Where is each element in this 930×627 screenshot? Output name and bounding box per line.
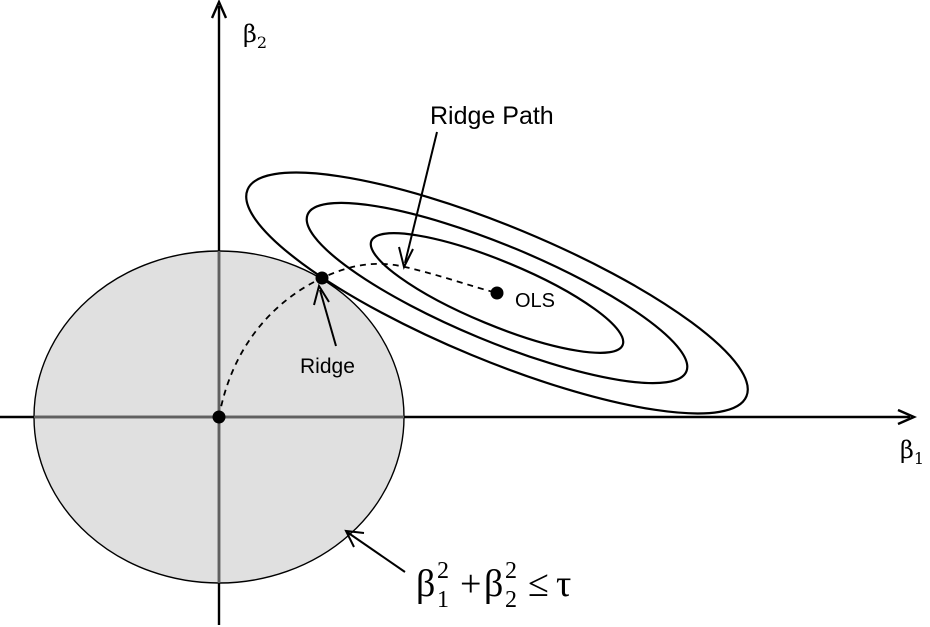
svg-text:τ: τ — [556, 563, 571, 605]
svg-text:≤: ≤ — [528, 563, 549, 605]
ridge-arrow — [313, 283, 337, 347]
y-axis-arrowhead — [210, 0, 228, 19]
constraint-formula: β 2 1 + β 2 2 ≤ τ — [416, 558, 571, 613]
y-axis-label: β2 — [243, 20, 267, 52]
ols-label: OLS — [515, 290, 555, 312]
constraint-arrow — [344, 529, 406, 573]
contour-inner — [369, 232, 625, 354]
ridge-label: Ridge — [300, 355, 355, 378]
svg-text:2: 2 — [437, 558, 449, 584]
ridge-path-arrow — [398, 131, 438, 270]
origin-point — [212, 410, 226, 424]
svg-text:+: + — [460, 563, 481, 605]
ridge-point — [315, 271, 329, 285]
x-axis-arrowhead — [897, 408, 917, 426]
x-axis-label: β1 — [900, 436, 924, 468]
svg-text:2: 2 — [505, 558, 517, 584]
contour-outer — [245, 171, 749, 415]
svg-text:1: 1 — [437, 587, 449, 613]
svg-text:β: β — [484, 563, 503, 605]
ridge-path-curve — [218, 262, 498, 418]
ridge-path-label: Ridge Path — [430, 102, 554, 130]
svg-text:2: 2 — [505, 587, 517, 613]
ols-point — [490, 286, 504, 300]
rss-contours — [245, 171, 749, 415]
contour-middle — [305, 201, 689, 385]
svg-text:β: β — [416, 563, 435, 605]
